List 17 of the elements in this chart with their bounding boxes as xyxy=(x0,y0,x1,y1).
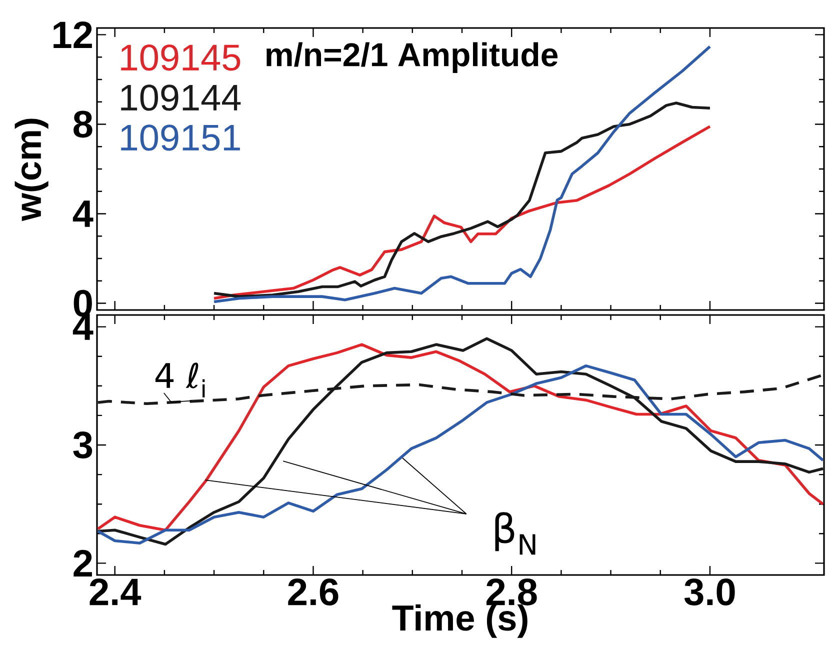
y-axis-title: w(cm) xyxy=(14,118,48,222)
x-axis-title: Time (s) xyxy=(392,604,528,638)
text: 109145 xyxy=(121,44,240,71)
y-tick-label: 3 xyxy=(73,432,92,458)
y-tick-label: 4 xyxy=(72,200,94,227)
text: 109144 xyxy=(121,84,241,111)
x-tick-label: 2.8 xyxy=(486,578,537,606)
y-tick-label: 12 xyxy=(54,21,92,48)
x-tick-label: 3.0 xyxy=(684,578,735,606)
annotation: m/n=2/1 Amplitude xyxy=(266,42,558,73)
x-tick-label: 2.6 xyxy=(288,578,338,606)
y-tick-label: 2 xyxy=(74,550,92,576)
x-tick-label: 2.4 xyxy=(90,578,142,606)
annotation: β$_{N}$ xyxy=(495,512,536,555)
y-tick-label: 8 xyxy=(74,110,92,138)
annotation: 4 ℓ$_{i}$ xyxy=(155,362,205,398)
text: 109151 xyxy=(121,124,240,151)
